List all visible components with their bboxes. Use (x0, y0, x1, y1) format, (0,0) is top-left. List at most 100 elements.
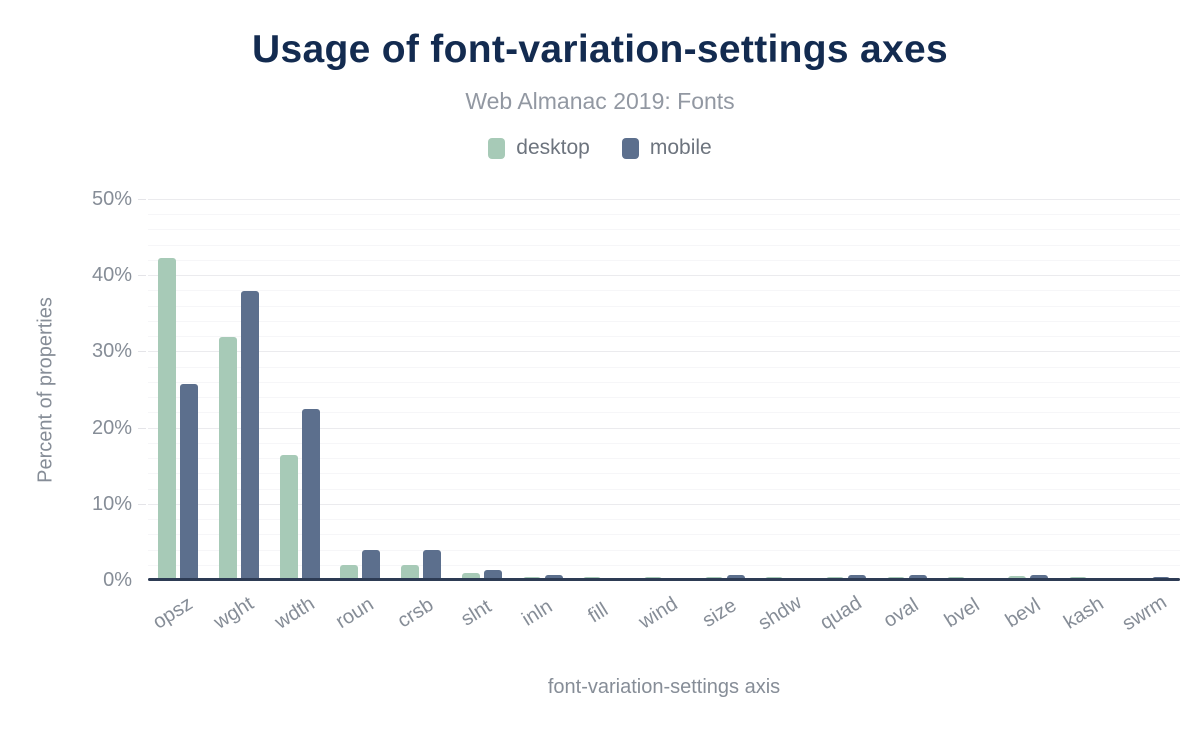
gridline-major (148, 427, 1180, 429)
x-label-swrm: swrm (1118, 591, 1171, 636)
x-axis-line (148, 578, 1180, 581)
bar-mobile-inln[interactable] (544, 575, 563, 580)
bar-mobile-oval[interactable] (908, 575, 927, 580)
gridline-minor (148, 397, 1180, 399)
x-label-cell: wdth (269, 590, 330, 634)
gridline-minor (148, 244, 1180, 246)
y-tick-mark (138, 427, 146, 429)
x-label-cell: size (694, 590, 755, 632)
y-tick-mark (138, 351, 146, 353)
y-axis-title: Percent of properties (34, 297, 57, 483)
x-label-inln: inln (518, 595, 557, 631)
gridline-minor (148, 564, 1180, 566)
chart-subtitle: Web Almanac 2019: Fonts (465, 88, 735, 114)
x-label-cell: crsb (391, 590, 452, 633)
legend-item-desktop[interactable]: desktop (488, 136, 590, 160)
bar-desktop-opsz[interactable] (158, 258, 177, 580)
x-axis-title: font-variation-settings axis (547, 676, 781, 698)
x-axis-labels: opsz wght wdth roun crsb slnt inln fill wind size… (148, 590, 1180, 635)
x-label-cell: quad (816, 590, 877, 634)
bar-group-wght (209, 199, 270, 580)
gridline-minor (148, 290, 1180, 292)
legend-label: desktop (516, 136, 590, 159)
bar-mobile-bevl[interactable] (1030, 575, 1049, 580)
bar-group-fill (573, 199, 634, 580)
x-label-roun: roun (332, 593, 378, 634)
bar-mobile-size[interactable] (726, 575, 745, 580)
bar-group-kash (1059, 199, 1120, 580)
x-label-cell: kash (1059, 590, 1120, 634)
gridline-minor (148, 519, 1180, 521)
gridline-minor (148, 534, 1180, 536)
bar-group-wdth (269, 199, 330, 580)
gridline-minor (148, 549, 1180, 551)
bar-desktop-wdth[interactable] (279, 455, 298, 580)
x-label-crsb: crsb (394, 593, 438, 633)
legend: desktop mobile (0, 136, 1200, 160)
gridline-minor (148, 412, 1180, 414)
x-label-cell: bvel (937, 590, 998, 632)
gridline-minor (148, 442, 1180, 444)
bar-group-shdw (755, 199, 816, 580)
x-label-cell: slnt (452, 590, 513, 631)
x-label-cell: oval (876, 590, 937, 632)
gridline-minor (148, 381, 1180, 383)
bar-group-oval (876, 199, 937, 580)
gridline-minor (148, 336, 1180, 338)
x-label-wdth: wdth (270, 592, 319, 634)
bar-group-roun (330, 199, 391, 580)
bar-mobile-quad[interactable] (848, 575, 867, 580)
x-label-cell: inln (512, 590, 573, 630)
x-label-fill: fill (584, 598, 612, 628)
bar-mobile-wght[interactable] (241, 291, 260, 580)
y-tick-label: 50% (91, 188, 132, 210)
x-label-cell: wght (209, 590, 270, 634)
legend-swatch-mobile (621, 137, 639, 159)
x-label-cell: shdw (754, 590, 816, 634)
gridline-major (148, 503, 1180, 505)
bar-group-opsz (148, 199, 209, 580)
gridline-minor (148, 305, 1180, 307)
legend-swatch-desktop (488, 137, 506, 159)
x-label-oval: oval (880, 594, 923, 633)
y-tick-label: 30% (91, 340, 132, 363)
bar-desktop-slnt[interactable] (461, 573, 480, 580)
y-tick-label: 20% (91, 416, 132, 439)
bar-group-size (694, 199, 755, 580)
gridline-minor (148, 320, 1180, 322)
gridline-minor (148, 366, 1180, 368)
bar-group-bevl (998, 199, 1059, 580)
bar-desktop-crsb[interactable] (401, 564, 420, 580)
y-tick-label: 40% (91, 264, 132, 287)
bar-desktop-wght[interactable] (219, 336, 238, 580)
bar-desktop-roun[interactable] (340, 564, 359, 580)
x-label-slnt: slnt (457, 595, 496, 631)
x-label-wght: wght (210, 592, 258, 634)
x-label-cell: wind (634, 590, 695, 633)
bar-group-slnt (452, 199, 513, 580)
x-label-cell: roun (330, 590, 391, 633)
bar-mobile-slnt[interactable] (483, 570, 502, 580)
gridline-minor (148, 229, 1180, 231)
gridline-minor (148, 214, 1180, 216)
bar-group-crsb (391, 199, 452, 580)
x-label-quad: quad (816, 591, 866, 635)
bar-group-swrm (1119, 199, 1180, 580)
bar-mobile-wdth[interactable] (301, 408, 320, 580)
x-label-cell: opsz (148, 590, 209, 634)
bar-group-wind (634, 199, 695, 580)
legend-item-mobile[interactable]: mobile (621, 136, 712, 160)
gridline-major (148, 199, 1180, 200)
bar-mobile-crsb[interactable] (423, 549, 442, 580)
bar-mobile-roun[interactable] (362, 549, 381, 580)
bar-group-bvel (937, 199, 998, 580)
x-label-cell: fill (573, 590, 634, 628)
bar-mobile-opsz[interactable] (180, 384, 199, 580)
legend-label: mobile (649, 136, 712, 159)
x-label-opsz: opsz (149, 592, 197, 634)
gridline-minor (148, 488, 1180, 490)
gridline-minor (148, 458, 1180, 460)
chart-title: Usage of font-variation-settings axes (252, 28, 948, 71)
x-label-size: size (698, 594, 741, 632)
